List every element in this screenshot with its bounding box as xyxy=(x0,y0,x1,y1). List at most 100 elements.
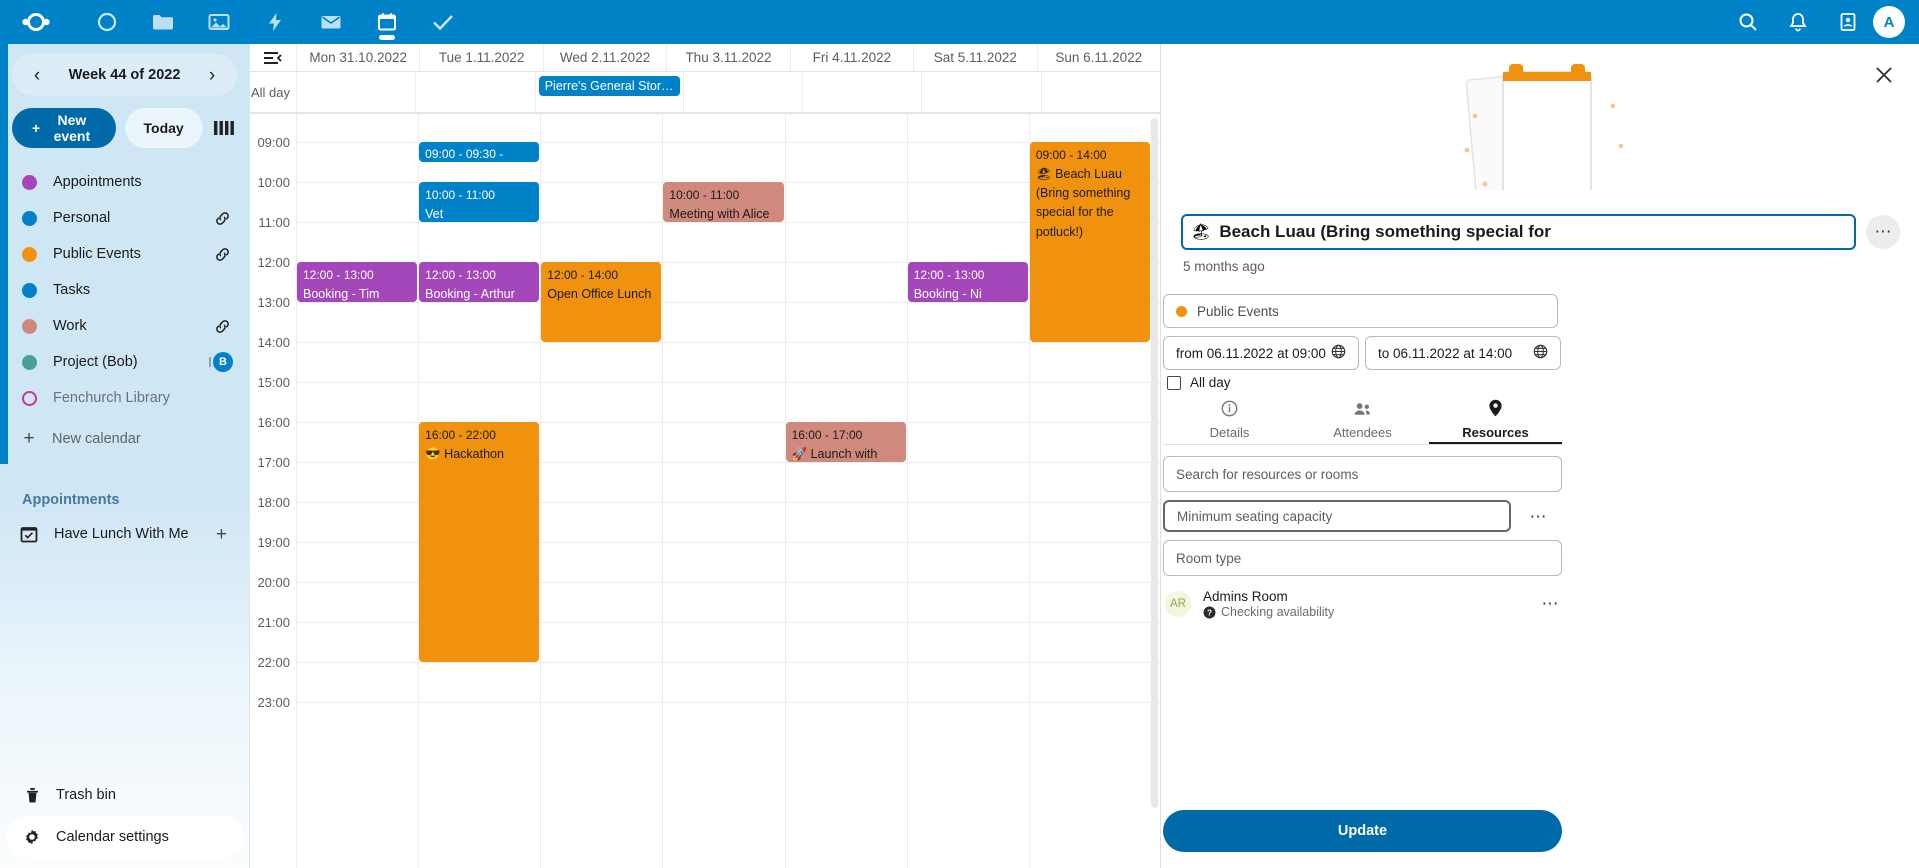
sidebar-item-trash-bin[interactable]: Trash bin xyxy=(6,774,244,816)
calendar-time-grid: 09:00 10:00 11:00 12:00 13:00 14:00 15:00 16:00… xyxy=(250,114,1160,868)
resource-search-input[interactable]: Search for resources or rooms xyxy=(1163,456,1562,492)
all-day-cell[interactable] xyxy=(296,72,415,112)
next-week-button[interactable]: › xyxy=(208,64,216,86)
new-event-button[interactable]: + New event xyxy=(12,108,116,148)
tab-resources[interactable]: Resources xyxy=(1429,396,1562,444)
close-icon[interactable] xyxy=(1867,58,1901,92)
calendar-event[interactable]: 12:00 - 13:00 Booking - Tim (Wizard) xyxy=(297,262,418,302)
event-title-input[interactable]: 🏖 Beach Luau (Bring something special fo… xyxy=(1181,214,1856,250)
calendar-event[interactable]: 12:00 - 14:00 Open Office Lunch xyxy=(541,262,662,342)
share-link-icon[interactable] xyxy=(214,210,231,227)
event-end-value: to 06.11.2022 at 14:00 xyxy=(1378,345,1513,361)
globe-icon[interactable] xyxy=(1331,344,1346,362)
search-icon[interactable] xyxy=(1723,0,1773,44)
checkbox-box xyxy=(1167,375,1181,390)
nextcloud-logo[interactable] xyxy=(14,0,76,44)
all-day-label: All day xyxy=(250,84,290,100)
calendar-item-tasks[interactable]: Tasks xyxy=(0,272,249,308)
day-column[interactable] xyxy=(784,114,907,868)
calendar-item-work[interactable]: Work xyxy=(0,308,249,344)
calendar-item-personal[interactable]: Personal xyxy=(0,200,249,236)
all-day-cell[interactable]: Pierre's General Stor… xyxy=(534,72,683,112)
day-column[interactable] xyxy=(540,114,662,868)
tab-details[interactable]: Details xyxy=(1163,396,1296,444)
capacity-more-icon[interactable]: ⋯ xyxy=(1529,507,1547,526)
day-header[interactable]: Sat 5.11.2022 xyxy=(913,44,1036,71)
all-day-checkbox[interactable]: All day xyxy=(1167,375,1231,390)
day-header[interactable]: Fri 4.11.2022 xyxy=(789,44,913,71)
calendar-item-appointments[interactable]: Appointments xyxy=(0,164,249,200)
avatar[interactable]: A xyxy=(1873,6,1905,38)
add-appointment-button[interactable]: + xyxy=(215,524,227,545)
day-column[interactable] xyxy=(906,114,1029,868)
day-header[interactable]: Tue 1.11.2022 xyxy=(419,44,542,71)
calendar-color-dot xyxy=(22,354,37,370)
day-header[interactable]: Thu 3.11.2022 xyxy=(666,44,789,71)
update-button[interactable]: Update xyxy=(1163,810,1562,852)
event-end-input[interactable]: to 06.11.2022 at 14:00 xyxy=(1365,336,1561,370)
resource-list-item[interactable]: AR Admins Room ? Checking availability ⋯ xyxy=(1165,584,1563,624)
calendar-event[interactable]: 12:00 - 13:00 Booking - Arthur Dent xyxy=(419,262,540,302)
sidebar-item-calendar-settings[interactable]: Calendar settings xyxy=(6,816,244,858)
day-header[interactable]: Sun 6.11.2022 xyxy=(1036,44,1160,71)
event-time: 10:00 - 11:00 xyxy=(669,188,740,202)
calendar-item-public-events[interactable]: Public Events xyxy=(0,236,249,272)
room-type-input[interactable]: Room type xyxy=(1163,540,1562,576)
calendar-event[interactable]: 12:00 - 13:00 Booking - Ni (Knights xyxy=(907,262,1028,302)
week-navigator[interactable]: ‹ Week 44 of 2022 › xyxy=(12,54,237,96)
day-column[interactable] xyxy=(662,114,784,868)
calendar-event[interactable]: 09:00 - 09:30 - Workflow xyxy=(419,142,540,162)
all-day-cell[interactable] xyxy=(801,72,921,112)
day-column[interactable] xyxy=(1028,114,1151,868)
svg-text:?: ? xyxy=(1207,607,1212,617)
all-day-cell[interactable] xyxy=(682,72,802,112)
collapse-list-icon[interactable] xyxy=(250,44,296,71)
minimum-capacity-input[interactable]: Minimum seating capacity xyxy=(1163,500,1511,532)
dashboard-icon[interactable] xyxy=(82,0,132,44)
event-start-input[interactable]: from 06.11.2022 at 09:00 xyxy=(1163,336,1359,370)
sidebar-actions: + New event Today xyxy=(12,108,237,148)
calendar-item-fenchurch-library[interactable]: Fenchurch Library xyxy=(0,380,249,416)
calendar-item-project-bob[interactable]: Project (Bob) B xyxy=(0,344,249,380)
activity-icon[interactable] xyxy=(250,0,300,44)
notifications-icon[interactable] xyxy=(1773,0,1823,44)
globe-icon[interactable] xyxy=(1533,344,1548,362)
calendar-indicator xyxy=(209,357,211,367)
day-header[interactable]: Mon 31.10.2022 xyxy=(296,44,419,71)
calendar-event[interactable]: 16:00 - 22:00 😎 Hackathon xyxy=(419,422,540,662)
calendar-event[interactable]: 10:00 - 11:00 Vet xyxy=(419,182,540,222)
share-link-icon[interactable] xyxy=(214,318,231,335)
tab-attendees[interactable]: Attendees xyxy=(1296,396,1429,444)
calendar-color-dot xyxy=(22,282,37,298)
new-calendar-button[interactable]: + New calendar xyxy=(0,420,249,458)
event-calendar-select[interactable]: Public Events xyxy=(1163,294,1558,328)
today-button[interactable]: Today xyxy=(124,108,203,148)
photos-icon[interactable] xyxy=(194,0,244,44)
contacts-icon[interactable] xyxy=(1823,0,1873,44)
location-pin-icon xyxy=(1488,399,1503,422)
appointment-item[interactable]: Have Lunch With Me xyxy=(0,514,249,554)
tasks-icon[interactable] xyxy=(418,0,468,44)
resource-more-icon[interactable]: ⋯ xyxy=(1541,594,1559,613)
all-day-cell[interactable] xyxy=(921,72,1040,112)
time-label: 18:00 xyxy=(257,495,290,510)
calendar-icon[interactable] xyxy=(362,0,412,44)
day-header[interactable]: Wed 2.11.2022 xyxy=(542,44,666,71)
files-icon[interactable] xyxy=(138,0,188,44)
calendar-event[interactable]: 10:00 - 11:00 Meeting with Alice xyxy=(663,182,784,222)
sidebar-item-label: Trash bin xyxy=(56,787,116,803)
prev-week-button[interactable]: ‹ xyxy=(33,64,41,86)
all-day-cell[interactable] xyxy=(1040,72,1160,112)
all-day-cell[interactable] xyxy=(415,72,534,112)
calendar-event[interactable]: 16:00 - 17:00 🚀 Launch with Elon xyxy=(785,422,906,462)
calendar-event-area[interactable]: 09:00 - 09:30 - Workflow 10:00 - 11:00 Vet… xyxy=(296,114,1160,868)
more-actions-icon[interactable]: ⋯ xyxy=(1866,215,1900,249)
view-columns-icon[interactable] xyxy=(212,108,237,148)
calendar-scrollbar[interactable] xyxy=(1151,118,1158,808)
mail-icon[interactable] xyxy=(306,0,356,44)
all-day-event[interactable]: Pierre's General Stor… xyxy=(538,76,680,96)
calendar-event[interactable]: 09:00 - 14:00 🏖 Beach Luau (Bring somethi… xyxy=(1029,142,1150,342)
day-column[interactable] xyxy=(296,114,418,868)
day-column[interactable] xyxy=(418,114,540,868)
share-link-icon[interactable] xyxy=(214,246,231,263)
